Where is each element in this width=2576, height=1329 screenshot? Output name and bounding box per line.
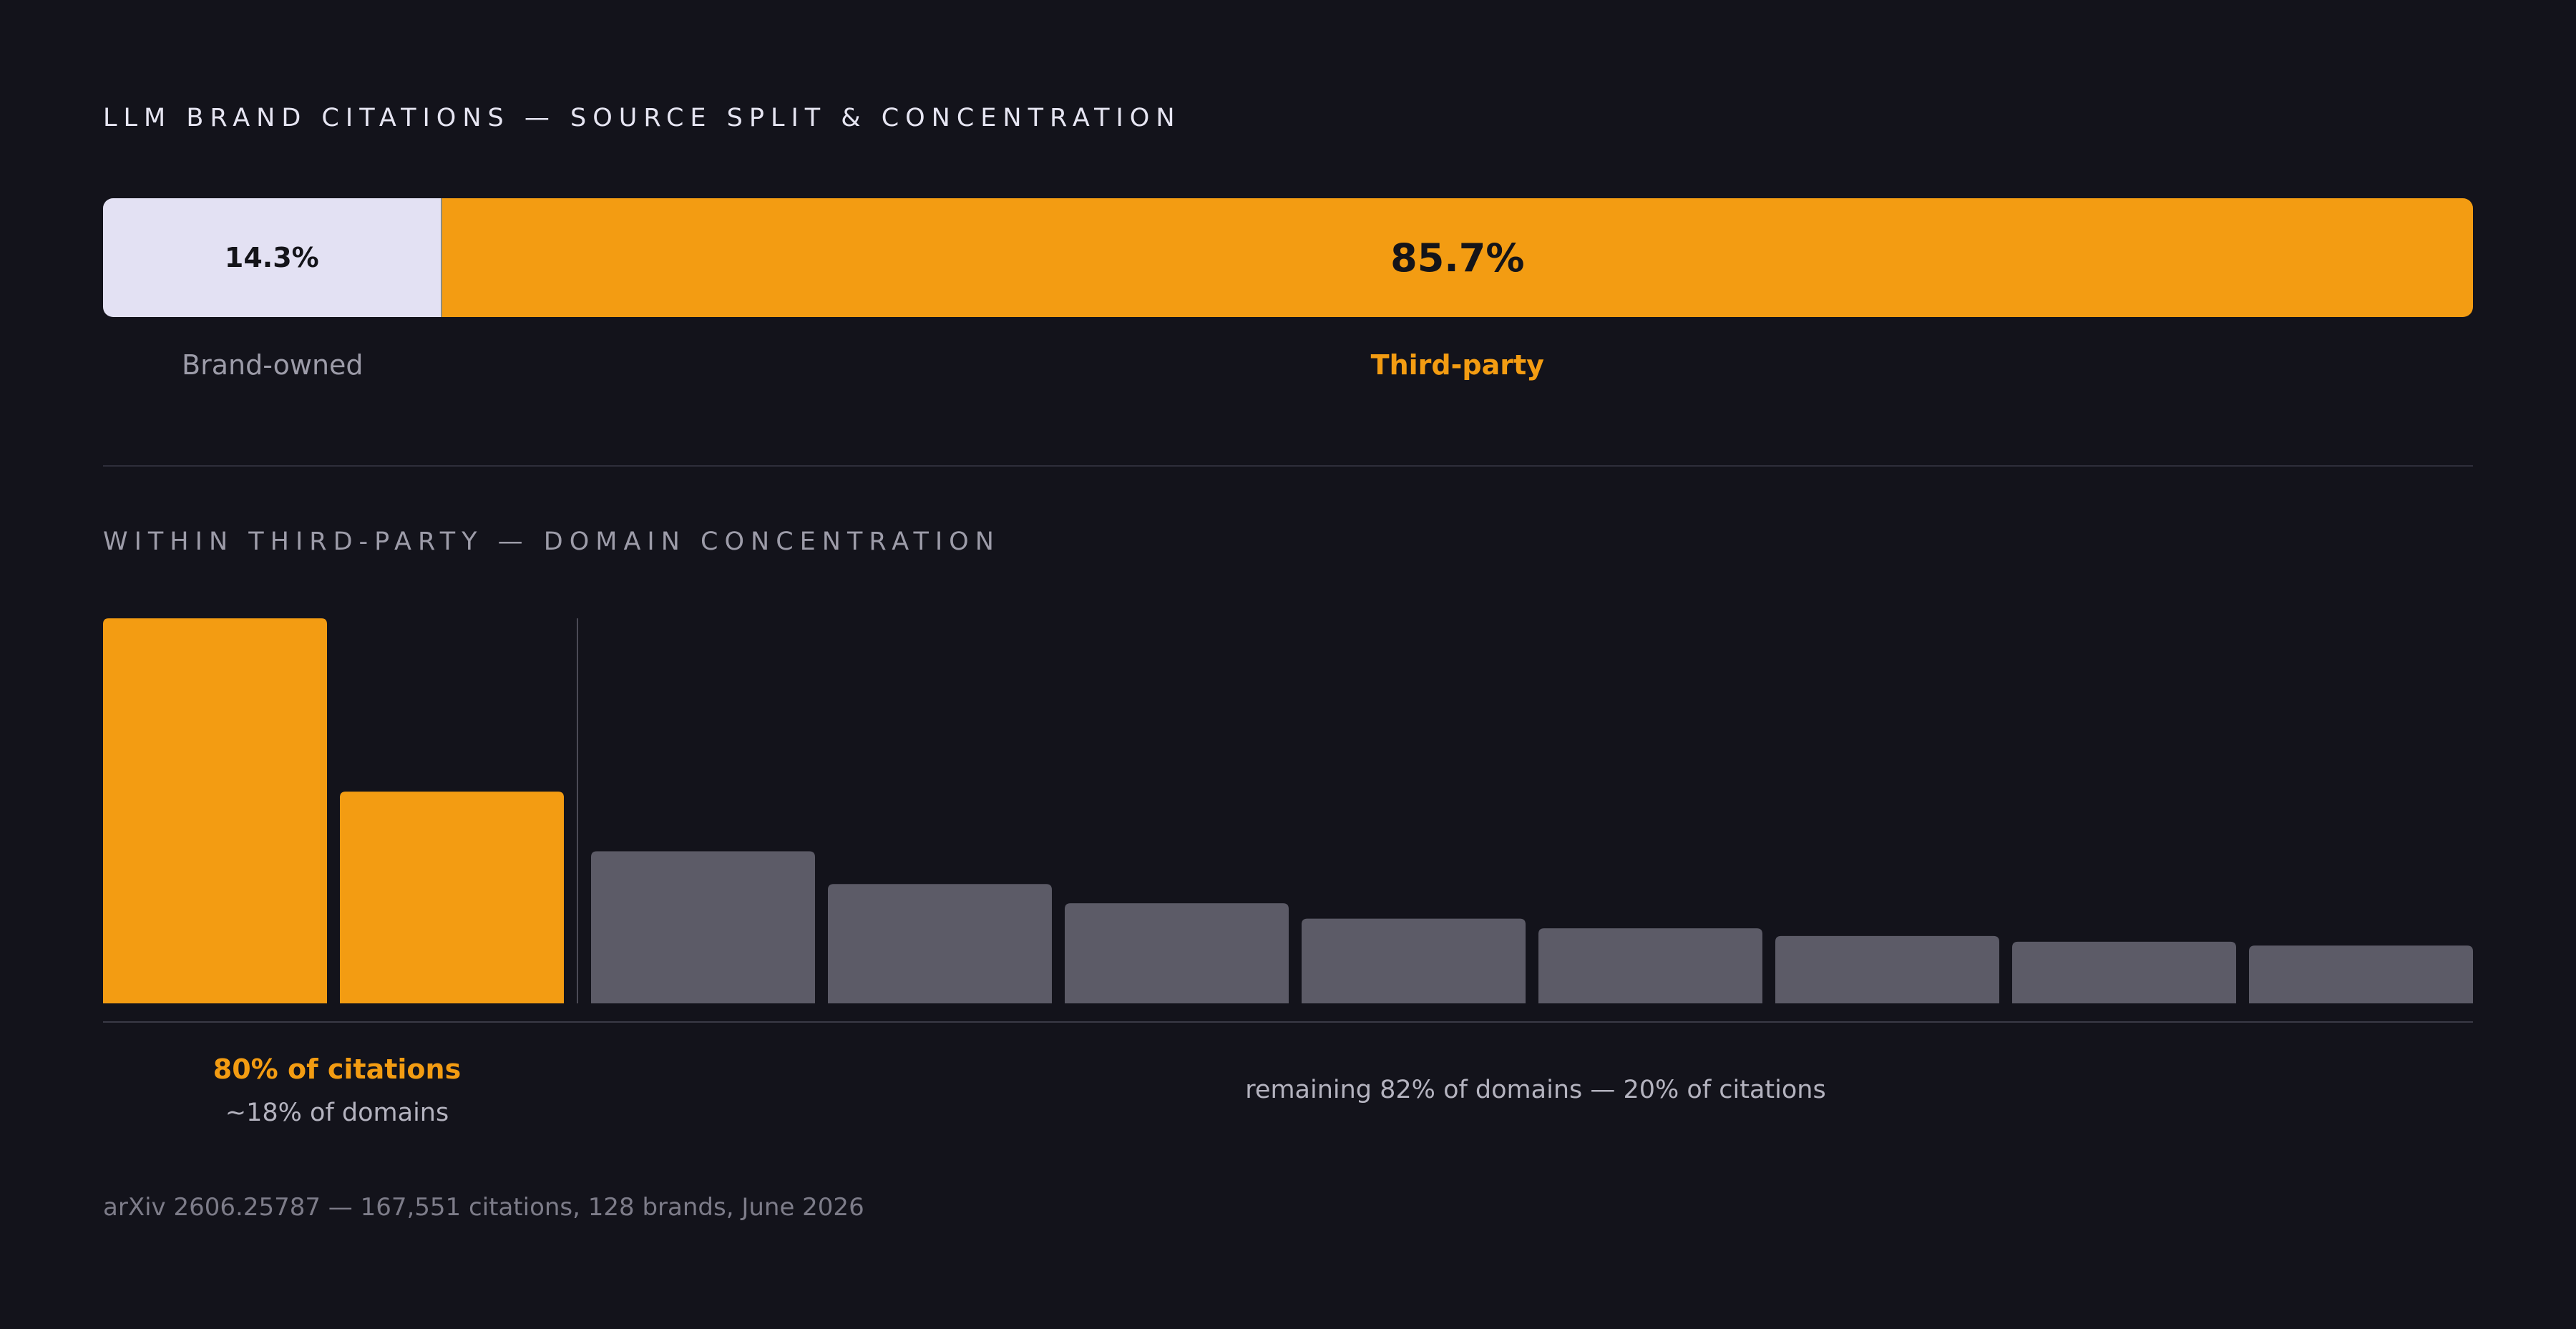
source-split-bar: 14.3% 85.7%	[103, 198, 2473, 317]
remaining-domain-bar	[1302, 918, 1526, 1003]
top-domains-share: ~18% of domains	[225, 1099, 449, 1127]
split-chart-title: LLM BRAND CITATIONS — SOURCE SPLIT & CON…	[103, 104, 1181, 132]
top-domain-bar	[103, 618, 327, 1003]
remaining-domain-bar	[1775, 935, 1999, 1003]
top-domain-bar	[340, 792, 564, 1003]
brand-owned-legend-label: Brand-owned	[182, 349, 364, 381]
section-divider	[103, 465, 2473, 467]
brand-owned-segment: 14.3%	[103, 198, 442, 317]
remaining-domain-bar	[2249, 945, 2473, 1003]
source-footnote: arXiv 2606.25787 — 167,551 citations, 12…	[103, 1193, 864, 1222]
brand-owned-value-label: 14.3%	[224, 242, 319, 273]
top-domains-citation-share: 80% of citations	[213, 1053, 462, 1085]
concentration-chart-title: WITHIN THIRD-PARTY — DOMAIN CONCENTRATIO…	[103, 527, 1000, 556]
third-party-segment: 85.7%	[441, 198, 2473, 317]
remaining-domain-bar	[828, 884, 1052, 1003]
remaining-domain-bar	[2012, 941, 2236, 1003]
remaining-domain-bar	[591, 851, 815, 1003]
third-party-value-label: 85.7%	[1390, 235, 1525, 281]
remaining-domain-bar	[1538, 928, 1762, 1003]
remaining-domains-note: remaining 82% of domains — 20% of citati…	[1245, 1076, 1826, 1104]
third-party-legend-label: Third-party	[1370, 349, 1544, 381]
remaining-domain-bar	[1065, 903, 1289, 1003]
